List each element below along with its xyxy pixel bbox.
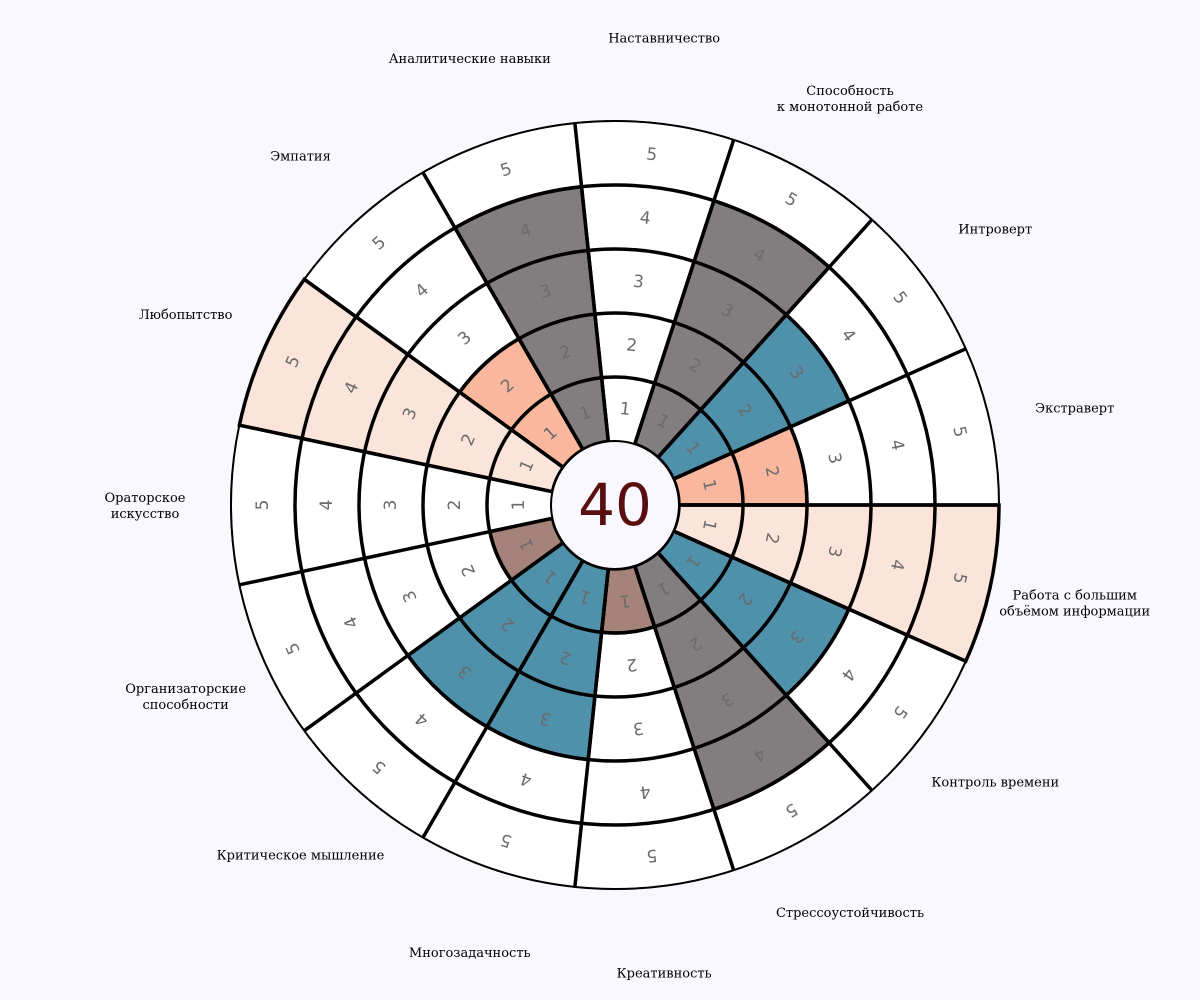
category-label-1: Работа с большим объёмом информации: [999, 589, 1150, 620]
level-label-15-3: 3: [823, 451, 845, 466]
category-label-7: Организаторские способности: [125, 682, 246, 713]
level-label-1-3: 3: [823, 544, 845, 559]
spoke-11: [421, 171, 585, 451]
category-label-3: Стрессоустойчивость: [776, 906, 924, 921]
level-label-1-1: 1: [698, 518, 720, 533]
category-label-15: Экстраверт: [1035, 401, 1114, 416]
level-label-1-5: 5: [948, 571, 970, 586]
level-label-15-4: 4: [886, 438, 908, 453]
level-label-8-3: 3: [381, 500, 401, 511]
level-label-8-2: 2: [445, 500, 465, 511]
spoke-4: [633, 565, 736, 871]
category-label-14: Интроверт: [958, 223, 1032, 238]
level-label-15-1: 1: [698, 478, 720, 493]
category-label-2: Контроль времени: [931, 775, 1059, 790]
spoke-7: [303, 541, 565, 733]
category-label-6: Критическое мышление: [217, 848, 385, 863]
level-label-4-1: 1: [619, 590, 632, 611]
category-label-12: Наставничество: [608, 32, 720, 47]
category-label-5: Многозадачность: [409, 946, 531, 961]
spoke-3: [656, 551, 874, 792]
level-label-4-3: 3: [632, 717, 645, 738]
spoke-14: [656, 218, 874, 459]
level-label-1-4: 4: [886, 558, 908, 573]
category-label-4: Креативность: [617, 966, 712, 981]
level-label-12-5: 5: [645, 144, 658, 165]
center-value: 40: [578, 471, 652, 539]
level-label-1-2: 2: [761, 531, 783, 546]
center-disk: [550, 440, 680, 570]
level-label-8-4: 4: [317, 500, 337, 511]
spoke-10: [303, 277, 565, 469]
spoke-2: [672, 529, 967, 663]
spoke-15: [672, 347, 967, 481]
spoke-9: [239, 423, 553, 494]
category-label-8: Ораторское искусство: [105, 491, 186, 522]
spoke-5: [573, 568, 611, 888]
level-label-4-5: 5: [645, 845, 658, 866]
level-label-4-4: 4: [639, 781, 652, 802]
spoke-13: [633, 139, 736, 445]
level-label-15-2: 2: [761, 464, 783, 479]
level-label-8-1: 1: [509, 500, 529, 511]
level-label-12-4: 4: [639, 208, 652, 229]
level-label-12-3: 3: [632, 272, 645, 293]
level-label-4-2: 2: [625, 654, 638, 675]
spoke-6: [421, 559, 585, 839]
spoke-12: [573, 122, 611, 442]
category-label-13: Способность к монотонной работе: [777, 84, 924, 115]
category-label-11: Аналитические навыки: [389, 52, 551, 67]
level-label-8-5: 5: [253, 500, 273, 511]
category-label-10: Эмпатия: [270, 150, 331, 165]
level-label-12-1: 1: [619, 399, 632, 420]
level-label-15-5: 5: [948, 424, 970, 439]
spoke-8: [239, 516, 553, 587]
category-label-9: Любопытство: [139, 308, 233, 323]
level-label-12-2: 2: [625, 335, 638, 356]
